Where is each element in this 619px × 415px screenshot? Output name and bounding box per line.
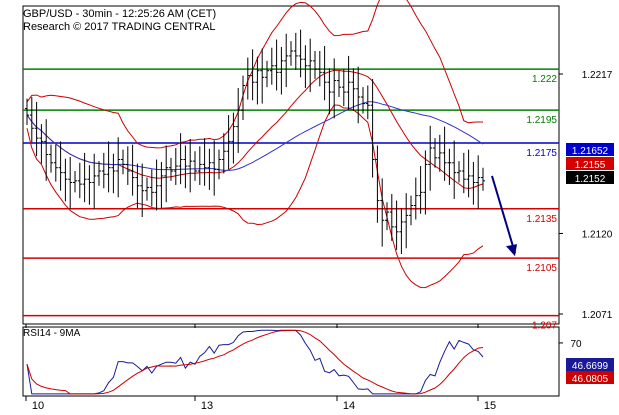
- price-bars: [25, 29, 485, 254]
- rsi-value-tag-box: [566, 358, 614, 371]
- rsi-y-tick-label: 70: [570, 339, 582, 350]
- x-axis: 10 13 14 15: [25, 324, 496, 412]
- support-resistance-levels: 1.222 1.2195 1.2175 1.2135 1.2105 1.207: [23, 68, 559, 332]
- level-label: 1.2105: [526, 263, 557, 274]
- moving-average-line: [26, 101, 484, 171]
- rsi-value-tag-label: 46.0805: [572, 374, 609, 385]
- price-tag-label: 1.2155: [575, 160, 606, 171]
- price-panel-frame: [22, 5, 560, 325]
- y-tick-label: 1.2217: [582, 70, 613, 81]
- x-tick-label: 13: [201, 400, 213, 412]
- projection-arrow-head: [506, 244, 517, 257]
- y-tick-label: 1.2071: [582, 310, 613, 321]
- bollinger-upper: [26, 0, 483, 149]
- level-label: 1.222: [532, 74, 557, 85]
- rsi-value-tag-label: 46.6699: [572, 361, 609, 372]
- level-label: 1.207: [532, 321, 557, 332]
- rsi-value-tag-box: [566, 371, 614, 384]
- chart-copyright: Research © 2017 TRADING CENTRAL: [23, 21, 216, 33]
- level-label: 1.2135: [526, 214, 557, 225]
- rsi-title: RSI14 - 9MA: [23, 328, 81, 339]
- y-tick-label: 1.2120: [582, 229, 613, 240]
- x-tick-label: 10: [32, 400, 44, 412]
- rsi-panel-frame: [22, 326, 560, 397]
- price-y-ticks: 1.2217 1.2120 1.2071: [559, 70, 613, 321]
- rsi-line: [26, 329, 484, 395]
- level-label: 1.2175: [526, 148, 557, 159]
- bollinger-lower: [26, 104, 484, 289]
- chart-title: GBP/USD - 30min - 12:25:26 AM (CET): [23, 8, 217, 20]
- projection-arrow: [491, 175, 517, 257]
- price-tags: 1.21652 1.2155 1.2152: [566, 143, 614, 185]
- price-indicators: [26, 0, 484, 289]
- price-tag-box: [566, 143, 614, 156]
- price-tag-box: [566, 157, 614, 170]
- price-tag-label: 1.21652: [572, 146, 609, 157]
- x-tick-label: 14: [343, 400, 355, 412]
- x-tick-label: 15: [484, 400, 496, 412]
- price-tag-box: [566, 171, 614, 184]
- rsi-ma-line: [26, 329, 484, 395]
- price-tag-label: 1.2152: [575, 174, 606, 185]
- projection-arrow-shaft: [491, 175, 516, 254]
- rsi-panel: 70 46.6699 46.0805: [26, 329, 614, 395]
- chart-frames: [22, 5, 560, 397]
- bollinger-middle: [26, 69, 484, 190]
- level-label: 1.2195: [526, 115, 557, 126]
